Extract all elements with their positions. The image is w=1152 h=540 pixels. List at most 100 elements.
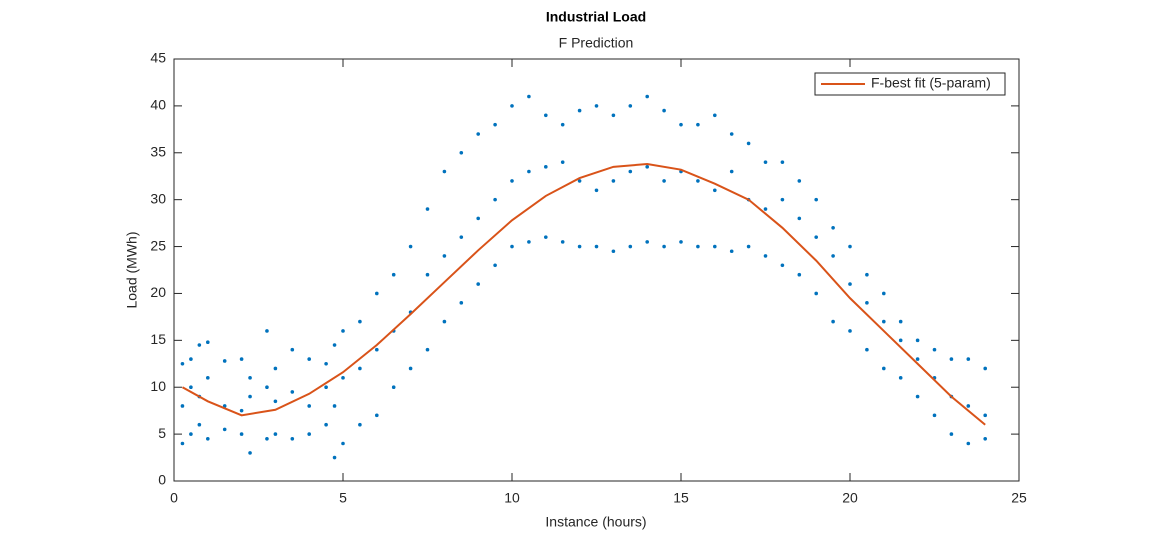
data-point xyxy=(459,150,464,155)
data-point xyxy=(713,188,717,193)
data-point xyxy=(966,404,971,408)
data-point xyxy=(527,169,531,174)
data-point xyxy=(476,132,481,136)
data-point xyxy=(206,437,210,441)
data-point xyxy=(679,122,683,127)
data-point xyxy=(476,216,481,221)
data-point xyxy=(391,385,396,390)
data-point xyxy=(290,437,295,441)
plot-box xyxy=(173,58,1020,482)
data-point xyxy=(713,244,717,249)
data-point xyxy=(442,254,447,258)
data-point xyxy=(197,343,202,347)
data-point xyxy=(611,249,616,254)
data-point xyxy=(332,343,337,347)
data-point xyxy=(746,244,751,249)
data-point xyxy=(696,122,700,127)
data-point xyxy=(966,441,971,446)
y-axis-label: Load (MWh) xyxy=(124,231,140,308)
data-point xyxy=(577,179,582,183)
data-point xyxy=(265,329,269,333)
data-point xyxy=(544,113,548,118)
data-point xyxy=(408,366,413,371)
data-point xyxy=(341,329,345,333)
data-point xyxy=(848,329,852,333)
data-point xyxy=(375,413,379,418)
x-tick-label: 10 xyxy=(504,490,520,506)
data-point xyxy=(594,244,599,249)
data-point xyxy=(662,108,666,113)
data-point xyxy=(180,441,185,446)
data-point xyxy=(729,169,734,174)
data-point xyxy=(949,357,954,361)
data-point xyxy=(983,366,987,371)
x-axis-label: Instance (hours) xyxy=(545,514,646,530)
data-point xyxy=(814,197,818,202)
data-point xyxy=(442,319,447,324)
data-point xyxy=(459,301,464,305)
data-point xyxy=(425,207,430,211)
data-point xyxy=(763,160,768,164)
data-point xyxy=(628,244,633,249)
data-point xyxy=(780,160,785,164)
data-point xyxy=(831,319,835,324)
data-point xyxy=(222,359,227,363)
data-point xyxy=(628,104,633,108)
y-tick-label: 40 xyxy=(150,97,166,113)
data-point xyxy=(696,244,700,249)
data-point xyxy=(662,244,666,249)
data-point xyxy=(459,235,464,239)
data-point xyxy=(307,404,312,408)
data-point xyxy=(425,272,430,277)
data-point xyxy=(510,104,514,108)
data-point xyxy=(898,376,903,380)
data-point xyxy=(510,179,514,183)
data-point xyxy=(375,291,379,296)
data-point xyxy=(332,404,337,408)
y-tick-label: 45 xyxy=(150,50,166,66)
data-point xyxy=(324,361,328,366)
data-point xyxy=(324,422,328,427)
data-point xyxy=(332,455,337,460)
data-point xyxy=(949,432,954,436)
data-point xyxy=(696,179,700,183)
y-tick-label: 15 xyxy=(150,331,166,347)
data-point xyxy=(611,113,616,118)
y-tick-label: 30 xyxy=(150,190,166,206)
y-tick-label: 0 xyxy=(158,472,166,488)
data-point xyxy=(265,437,269,441)
data-point xyxy=(307,432,312,436)
x-tick-label: 5 xyxy=(339,490,347,506)
legend-label: F-best fit (5-param) xyxy=(871,75,991,91)
y-tick-label: 5 xyxy=(158,425,166,441)
data-point xyxy=(290,390,295,394)
x-tick-label: 20 xyxy=(842,490,858,506)
chart-title: Industrial Load xyxy=(546,9,646,25)
data-point xyxy=(544,235,548,239)
data-point xyxy=(189,357,193,361)
data-point xyxy=(189,385,193,390)
data-point xyxy=(679,240,683,244)
data-point xyxy=(594,188,599,193)
data-point xyxy=(248,376,252,380)
data-point xyxy=(358,319,362,324)
data-point xyxy=(848,282,852,286)
chart-subtitle: F Prediction xyxy=(559,35,634,51)
data-point xyxy=(341,441,345,446)
data-point xyxy=(865,301,869,305)
data-point xyxy=(493,197,497,202)
data-point xyxy=(206,340,210,345)
data-point xyxy=(358,422,362,427)
data-point xyxy=(729,132,734,136)
data-point xyxy=(391,272,396,277)
data-point xyxy=(527,240,531,244)
data-point xyxy=(239,432,244,436)
data-point xyxy=(248,451,252,455)
data-point xyxy=(375,347,379,352)
data-point xyxy=(577,244,582,249)
data-point xyxy=(797,179,802,183)
data-point xyxy=(476,282,481,286)
data-point xyxy=(780,197,785,202)
data-point xyxy=(814,235,818,239)
data-point xyxy=(645,165,649,169)
